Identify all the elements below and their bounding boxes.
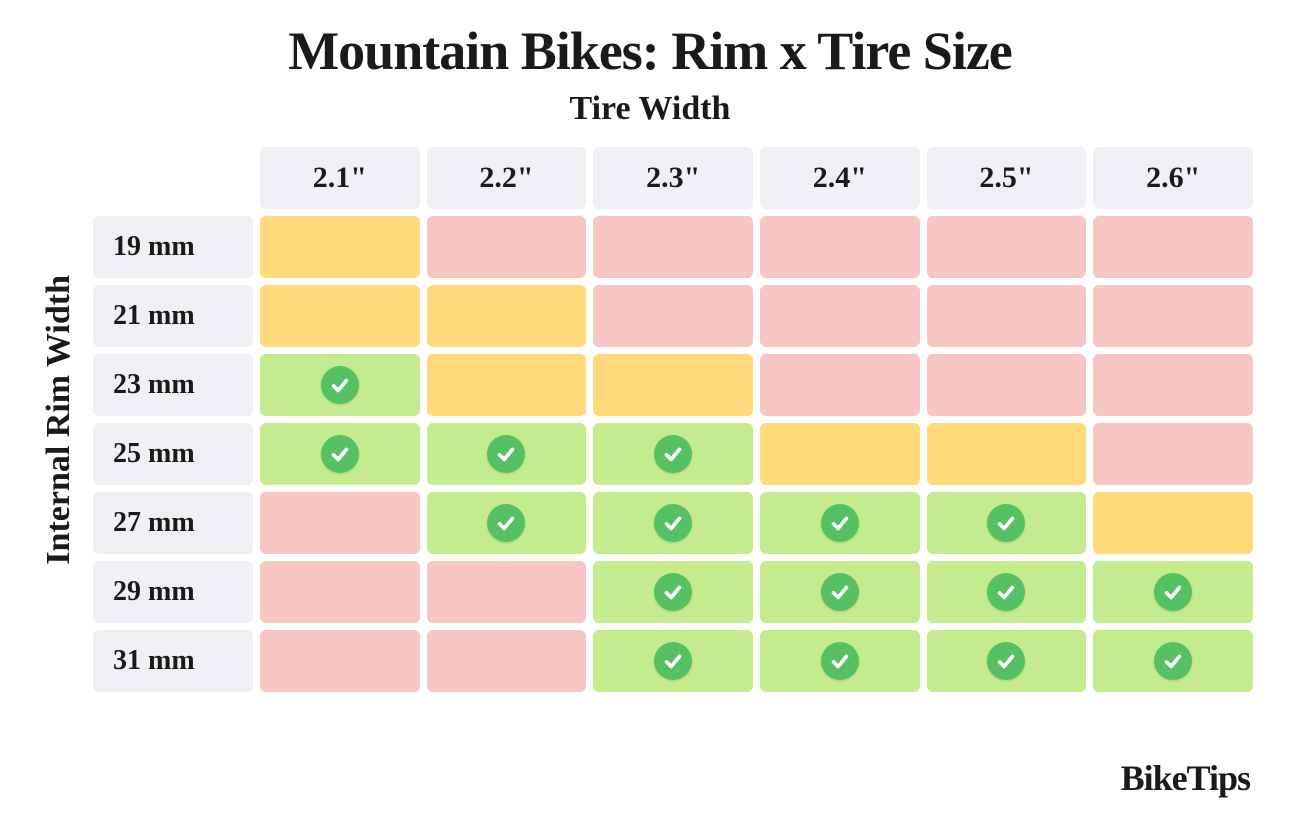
check-icon: [654, 504, 692, 542]
compatibility-cell: [427, 492, 587, 554]
compatibility-cell: [593, 423, 753, 485]
compatibility-cell: [260, 492, 420, 554]
table-row: 25 mm: [93, 423, 1253, 485]
compatibility-cell: [1093, 561, 1253, 623]
x-axis-label: Tire Width: [40, 90, 1260, 128]
check-icon: [987, 573, 1025, 611]
compatibility-cell: [760, 561, 920, 623]
check-icon: [987, 642, 1025, 680]
compatibility-cell: [927, 630, 1087, 692]
compatibility-cell: [427, 423, 587, 485]
compatibility-cell: [927, 285, 1087, 347]
check-icon: [487, 504, 525, 542]
compatibility-cell: [593, 285, 753, 347]
compatibility-cell: [593, 492, 753, 554]
row-label: 31 mm: [93, 630, 253, 692]
table-body: 19 mm 21 mm 23 mm 25 mm 27 mm 29 mm 31 mm: [93, 216, 1253, 692]
compatibility-cell: [427, 216, 587, 278]
check-icon: [1154, 573, 1192, 611]
brand-label: BikeTips: [1121, 757, 1250, 799]
compatibility-cell: [260, 354, 420, 416]
compatibility-cell: [927, 492, 1087, 554]
compatibility-cell: [593, 561, 753, 623]
table-row: 31 mm: [93, 630, 1253, 692]
row-label: 19 mm: [93, 216, 253, 278]
check-icon: [321, 435, 359, 473]
compatibility-cell: [927, 216, 1087, 278]
compatibility-cell: [1093, 423, 1253, 485]
row-label: 25 mm: [93, 423, 253, 485]
compatibility-cell: [927, 561, 1087, 623]
compatibility-cell: [260, 630, 420, 692]
row-label: 27 mm: [93, 492, 253, 554]
check-icon: [987, 504, 1025, 542]
compatibility-cell: [260, 423, 420, 485]
col-header: 2.4": [760, 147, 920, 209]
check-icon: [821, 573, 859, 611]
col-header: 2.6": [1093, 147, 1253, 209]
compatibility-cell: [260, 285, 420, 347]
check-icon: [654, 573, 692, 611]
compatibility-cell: [927, 423, 1087, 485]
compatibility-cell: [260, 561, 420, 623]
header-row: 2.1" 2.2" 2.3" 2.4" 2.5" 2.6": [93, 147, 1253, 209]
compatibility-table: 2.1" 2.2" 2.3" 2.4" 2.5" 2.6" 19 mm 21 mm…: [86, 140, 1260, 699]
compatibility-cell: [760, 285, 920, 347]
compatibility-cell: [927, 354, 1087, 416]
compatibility-cell: [1093, 630, 1253, 692]
table-row: 19 mm: [93, 216, 1253, 278]
compatibility-cell: [1093, 216, 1253, 278]
col-header: 2.5": [927, 147, 1087, 209]
table-row: 23 mm: [93, 354, 1253, 416]
y-axis-label: Internal Rim Width: [40, 275, 78, 565]
compatibility-cell: [760, 354, 920, 416]
row-label: 29 mm: [93, 561, 253, 623]
table-row: 29 mm: [93, 561, 1253, 623]
col-header: 2.1": [260, 147, 420, 209]
compatibility-cell: [1093, 492, 1253, 554]
corner-blank: [93, 147, 253, 209]
compatibility-cell: [427, 561, 587, 623]
compatibility-cell: [593, 216, 753, 278]
compatibility-cell: [427, 285, 587, 347]
table-row: 21 mm: [93, 285, 1253, 347]
check-icon: [654, 435, 692, 473]
compatibility-cell: [1093, 285, 1253, 347]
table-row: 27 mm: [93, 492, 1253, 554]
row-label: 21 mm: [93, 285, 253, 347]
row-label: 23 mm: [93, 354, 253, 416]
check-icon: [1154, 642, 1192, 680]
compatibility-cell: [593, 354, 753, 416]
check-icon: [821, 642, 859, 680]
compatibility-cell: [593, 630, 753, 692]
compatibility-cell: [760, 423, 920, 485]
check-icon: [321, 366, 359, 404]
col-header: 2.2": [427, 147, 587, 209]
compatibility-cell: [427, 354, 587, 416]
main-title: Mountain Bikes: Rim x Tire Size: [40, 20, 1260, 82]
check-icon: [487, 435, 525, 473]
check-icon: [654, 642, 692, 680]
compatibility-cell: [760, 492, 920, 554]
check-icon: [821, 504, 859, 542]
compatibility-cell: [760, 630, 920, 692]
compatibility-cell: [260, 216, 420, 278]
compatibility-cell: [760, 216, 920, 278]
compatibility-cell: [1093, 354, 1253, 416]
compatibility-cell: [427, 630, 587, 692]
col-header: 2.3": [593, 147, 753, 209]
